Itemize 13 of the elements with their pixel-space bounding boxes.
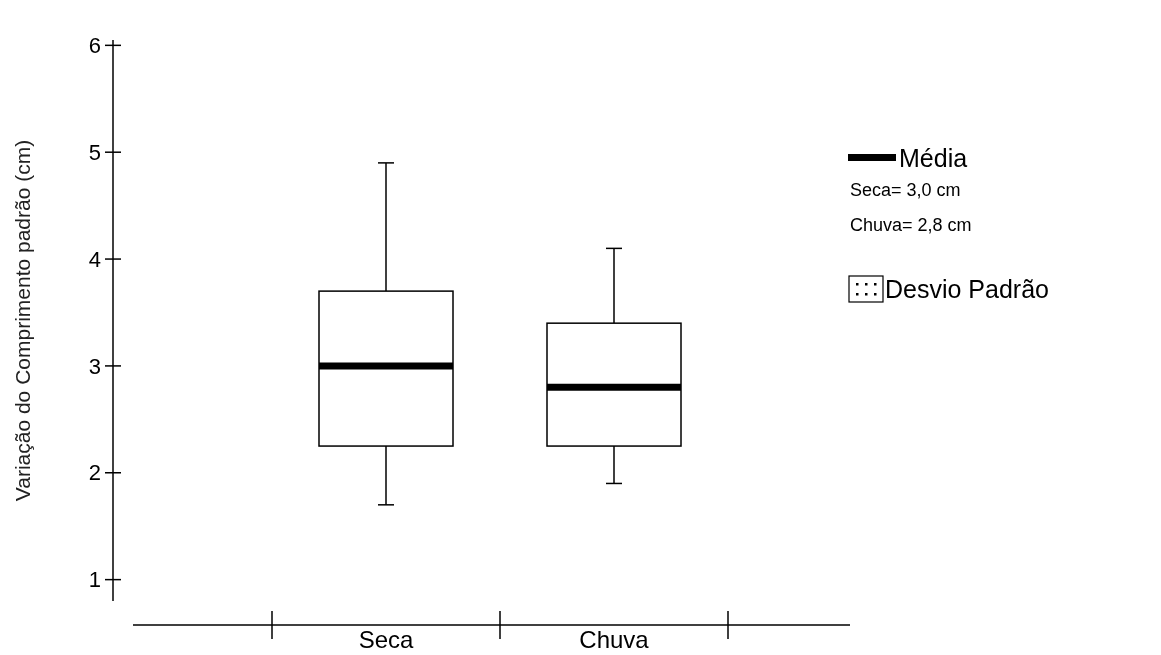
y-tick-label: 2 [88, 460, 101, 486]
x-tick-label: Chuva [579, 626, 650, 653]
text: Média [899, 143, 968, 172]
text: Seca= 3,0 cm [850, 180, 961, 200]
y-tick-label: 3 [88, 353, 101, 379]
y-axis-title: Variação do Comprimento padrão (cm) [11, 139, 34, 502]
text: Chuva= 2,8 cm [850, 215, 972, 235]
y-tick-label: 1 [88, 567, 101, 593]
y-tick-label: 6 [88, 33, 101, 59]
y-tick-label: 5 [88, 139, 101, 165]
x-tick-label: Seca [358, 626, 414, 653]
text: Desvio Padrão [885, 274, 1049, 303]
y-tick-label: 4 [88, 246, 101, 272]
